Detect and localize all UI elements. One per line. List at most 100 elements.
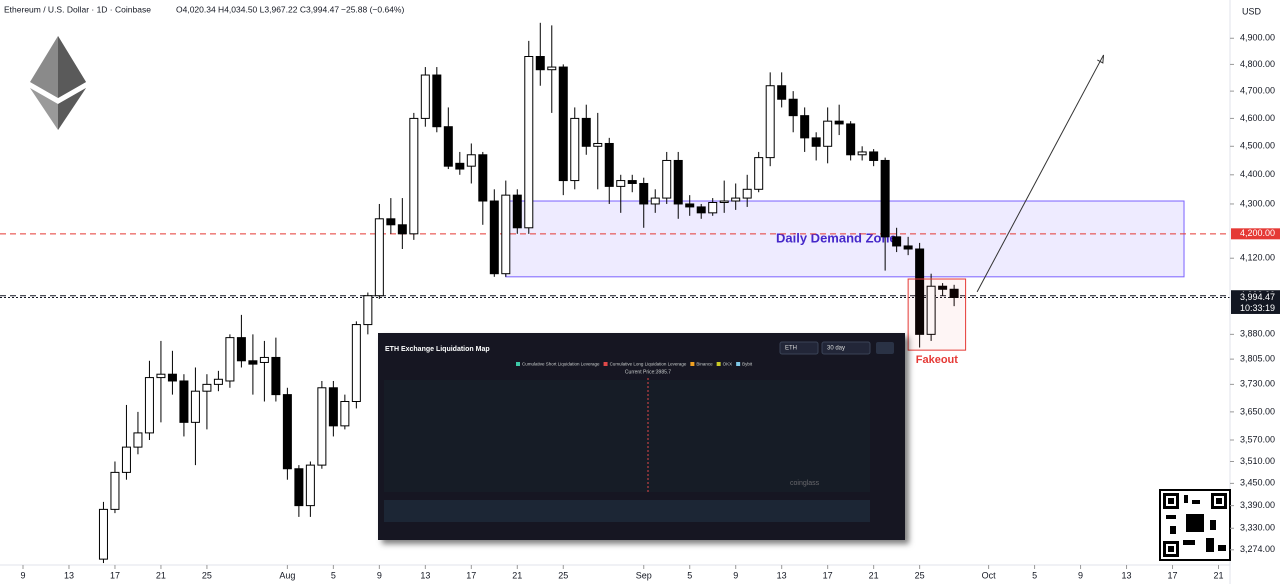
candle-body (409, 117, 419, 235)
candle-body (259, 356, 269, 363)
candle-body (581, 117, 591, 147)
x-tick-label: 5 (331, 570, 336, 580)
x-tick-label: 5 (1032, 570, 1037, 580)
x-tick-label: 21 (1213, 570, 1223, 580)
candle-body (432, 74, 442, 128)
liquidation-map: ETH Exchange Liquidation Map ETH 30 day … (378, 333, 905, 540)
x-tick-label: 17 (466, 570, 476, 580)
x-tick-label: 21 (156, 570, 166, 580)
candle-body (673, 159, 683, 205)
y-tick-label: 4,120.00 (1240, 253, 1275, 263)
candle-body (121, 446, 131, 473)
currency: USD (1242, 6, 1262, 16)
candle-body (639, 182, 649, 205)
candle-body (765, 85, 775, 159)
demand-zone (505, 200, 1185, 278)
price-tag-label: 4,200.00 (1240, 228, 1275, 238)
symbol: Ethereum / U.S. Dollar · 1D · Coinbase (4, 4, 151, 14)
candle-body (110, 471, 120, 510)
candle-body (294, 468, 304, 507)
candle-body (328, 387, 338, 427)
legend-label: Binance (696, 362, 713, 367)
legend-swatch (603, 362, 608, 366)
candle-body (190, 390, 200, 423)
candle-body (340, 400, 350, 427)
y-tick-label: 3,330.00 (1240, 523, 1275, 533)
ohlc: O4,020.34 H4,034.50 L3,967.22 C3,994.47 (176, 4, 339, 14)
candle-body (144, 377, 154, 434)
coin-select[interactable] (779, 341, 819, 355)
candle-body (811, 137, 821, 147)
candle-body (466, 154, 476, 167)
fakeout-box (907, 278, 967, 351)
candle-body (915, 248, 925, 335)
candle-body (98, 508, 108, 560)
candle-body (478, 154, 488, 202)
candle-body (248, 360, 258, 365)
coin: ETH (785, 346, 797, 352)
range: 30 day (827, 346, 845, 352)
x-tick-label: 13 (420, 570, 430, 580)
y-tick-label: 4,400.00 (1240, 169, 1275, 179)
candle-body (167, 373, 177, 382)
arrow-head (1097, 54, 1105, 64)
plot-area: Daily Demand Zone Fakeout (0, 22, 1230, 564)
candle-body (938, 285, 948, 290)
candle-body (363, 295, 373, 326)
candle-body (616, 180, 626, 187)
box-label: Fakeout (916, 354, 959, 366)
candle-body (213, 378, 223, 385)
x-tick-label: 13 (1122, 570, 1132, 580)
candle-body (834, 120, 844, 125)
candle-body (501, 194, 511, 275)
candle-body (397, 224, 407, 235)
candle-body (558, 66, 568, 182)
candle-body (570, 117, 580, 182)
x-tick-label: 9 (733, 570, 738, 580)
candle-body (903, 245, 913, 250)
candle-body (708, 201, 718, 214)
y-tick-label: 4,700.00 (1240, 85, 1275, 95)
candle-body (880, 159, 890, 238)
legend-swatch (716, 362, 721, 366)
y-tick-label: 3,730.00 (1240, 379, 1275, 389)
inset-legend: Cumulative Short Liquidation Leverage Cum… (516, 362, 753, 367)
eth-logo (30, 36, 86, 130)
candle-body (271, 356, 281, 396)
current-price: Current Price:3985.7 (625, 369, 671, 375)
range-select[interactable] (821, 341, 871, 355)
y-tick-label: 3,570.00 (1240, 434, 1275, 444)
arrow (976, 54, 1104, 293)
candle-body (386, 218, 396, 226)
refresh-button[interactable] (876, 342, 894, 354)
x-tick-label: 17 (1168, 570, 1178, 580)
candle-body (455, 162, 465, 170)
candle-body (627, 180, 637, 184)
candle-body (662, 159, 672, 199)
x-tick-label: 25 (202, 570, 212, 580)
candle-body (512, 194, 522, 229)
price-tag (1231, 291, 1280, 314)
candle-body (535, 56, 545, 71)
x-tick-label: Oct (982, 570, 997, 580)
price-tag-label: 3,994.47 (1240, 292, 1275, 302)
candle-body (731, 197, 741, 202)
legend-label: Cumulative Long Liquidation Leverage (610, 362, 687, 367)
y-tick-label: 3,510.00 (1240, 456, 1275, 466)
candle-body (846, 123, 856, 156)
candle-body (202, 383, 212, 392)
candle-body (225, 337, 235, 382)
y-tick-label: 4,900.00 (1240, 33, 1275, 43)
inset-plot (384, 380, 870, 492)
candle-body (857, 151, 867, 156)
qr-code (1159, 489, 1231, 561)
price-tag (1231, 228, 1280, 240)
candle-body (489, 200, 499, 275)
candle-body (823, 120, 833, 147)
x-tick-label: 17 (110, 570, 120, 580)
legend-swatch (690, 362, 695, 366)
watermark: coinglass (790, 480, 820, 487)
candle-body (650, 197, 660, 205)
